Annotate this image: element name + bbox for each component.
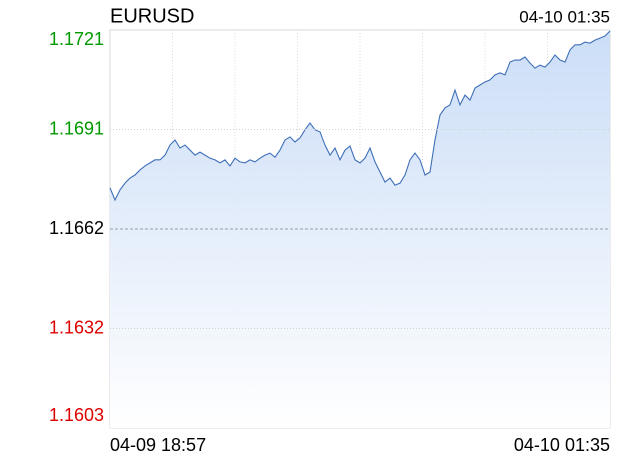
- y-tick-label: 1.1662: [49, 218, 104, 238]
- current-time: 04-10 01:35: [519, 7, 610, 26]
- x-tick-label: 04-09 18:57: [110, 435, 206, 455]
- chart-title: EURUSD: [110, 5, 194, 27]
- y-tick-label: 1.1691: [49, 118, 104, 138]
- y-tick-label: 1.1721: [49, 29, 104, 49]
- price-line: [109, 30, 611, 202]
- y-tick-label: 1.1603: [49, 405, 104, 425]
- y-tick-label: 1.1632: [49, 317, 104, 337]
- x-tick-label: 04-10 01:35: [514, 435, 610, 455]
